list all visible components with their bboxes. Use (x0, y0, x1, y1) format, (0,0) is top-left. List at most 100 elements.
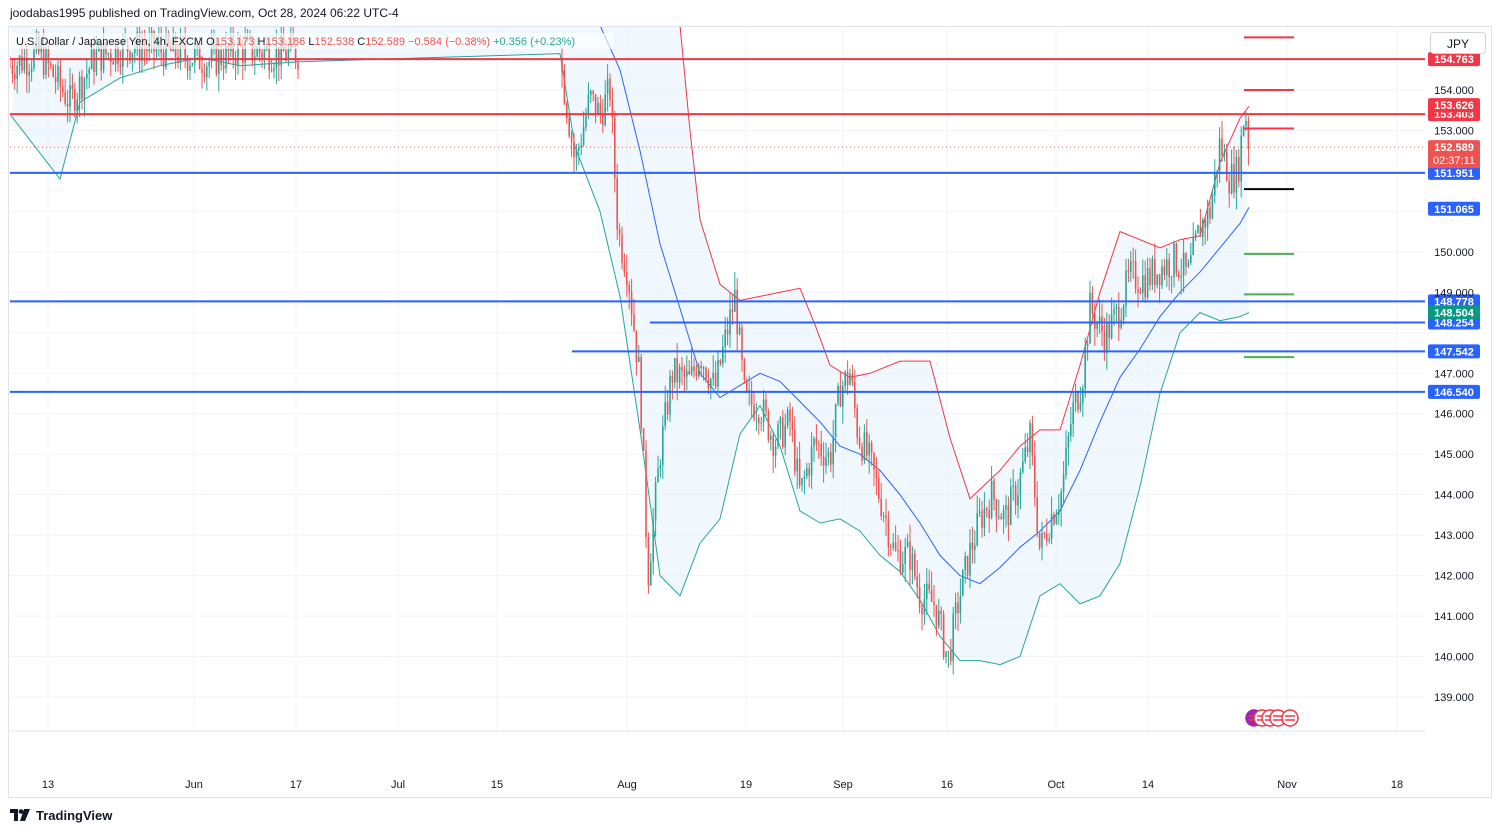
candle-body (724, 329, 726, 347)
x-tick-label: Jul (391, 779, 405, 791)
candle-body (1048, 539, 1050, 541)
candle-body (722, 346, 724, 364)
candle-body (45, 49, 47, 75)
x-tick-label: 13 (42, 779, 54, 791)
candle-body (834, 403, 837, 438)
candle-body (563, 70, 566, 104)
level-label: 146.540 (1434, 387, 1474, 399)
candle-body (141, 47, 143, 61)
candle-body (206, 66, 208, 78)
candle-body (791, 421, 794, 430)
candle-body (18, 56, 21, 67)
candle-body (710, 378, 712, 389)
candle-body (738, 327, 741, 335)
candle-body (959, 595, 962, 613)
candle-body (926, 583, 928, 600)
candle-body (803, 476, 806, 479)
candle-body (662, 425, 664, 465)
candle-body (1086, 343, 1089, 347)
candle-body (1094, 313, 1096, 329)
candle-body (10, 65, 11, 67)
candle-body (1214, 172, 1216, 196)
candle-body (978, 511, 981, 514)
candle-body (1031, 423, 1034, 456)
candle-body (107, 53, 110, 55)
x-axis: 13 Jun 17 Jul 15 Aug 19 Sep 16 Oct 14 Nov 18 (10, 730, 1425, 791)
y-tick-label: 140.000 (1434, 652, 1474, 664)
candle-body (1156, 274, 1158, 285)
y-tick-label: 144.000 (1434, 490, 1474, 502)
candle-body (743, 359, 746, 381)
candle-body (1002, 509, 1005, 520)
candle-body (30, 68, 33, 72)
candle-body (892, 542, 894, 548)
y-tick-label: 142.000 (1434, 571, 1474, 583)
candle-body (755, 418, 758, 420)
candle-body (102, 42, 105, 71)
candle-body (899, 550, 902, 573)
candle-body (1019, 472, 1022, 496)
candle-body (765, 399, 767, 411)
candle-body (976, 513, 978, 546)
candle-body (882, 515, 885, 517)
legend-part: 152.538 (314, 36, 357, 48)
candle-body (885, 515, 887, 519)
candle-body (902, 564, 904, 573)
candle-body (580, 144, 582, 148)
candle-body (1098, 316, 1101, 323)
candle-body (218, 49, 220, 75)
y-tick-label: 149.000 (1434, 287, 1474, 299)
candle-body (741, 327, 743, 360)
candle-body (1091, 292, 1094, 314)
candle-body (873, 452, 875, 470)
candle-body (194, 48, 196, 64)
candle-body (1074, 392, 1077, 403)
currency-button[interactable]: JPY (1430, 32, 1486, 54)
candle-body (962, 569, 964, 596)
candle-body (1233, 164, 1235, 193)
y-tick-label: 147.000 (1434, 368, 1474, 380)
candle-body (26, 57, 28, 76)
candle-body (921, 607, 923, 615)
legend-part: 153.173 (215, 36, 258, 48)
candle-body (784, 425, 786, 448)
candle-body (698, 365, 700, 377)
candle-body (1038, 532, 1041, 548)
candle-body (1096, 322, 1098, 329)
candle-body (78, 76, 81, 100)
candle-body (198, 43, 201, 69)
target-ticks (1244, 36, 1294, 359)
candle-body (287, 48, 290, 61)
candle-body (604, 94, 606, 126)
candle-body (592, 91, 594, 94)
candle-body (909, 541, 911, 570)
candle-body (894, 542, 897, 551)
candle-body (1168, 259, 1170, 278)
candle-body (705, 367, 707, 380)
candle-body (1127, 270, 1130, 272)
candle-body (573, 142, 575, 158)
candle-body (1202, 220, 1204, 238)
candle-body (767, 410, 770, 440)
legend-part: −0.584 (−0.38%) (408, 36, 493, 48)
candle-body (928, 583, 930, 590)
candle-body (1218, 138, 1221, 171)
candle-body (1017, 495, 1019, 506)
candle-body (64, 92, 66, 104)
candle-body (736, 289, 738, 335)
candle-body (630, 292, 633, 315)
candle-body (916, 576, 918, 588)
candle-body (52, 65, 54, 77)
candle-body (59, 66, 62, 87)
candle-body (712, 372, 714, 379)
candle-body (1070, 424, 1072, 436)
x-tick-label: 17 (290, 779, 302, 791)
top-bar: joodabas1995 published on TradingView.co… (0, 0, 1500, 26)
x-tick-label: 18 (1391, 779, 1403, 791)
candle-body (203, 73, 206, 78)
candle-body (28, 71, 30, 76)
candle-body (693, 366, 695, 372)
candle-body (1197, 225, 1199, 234)
